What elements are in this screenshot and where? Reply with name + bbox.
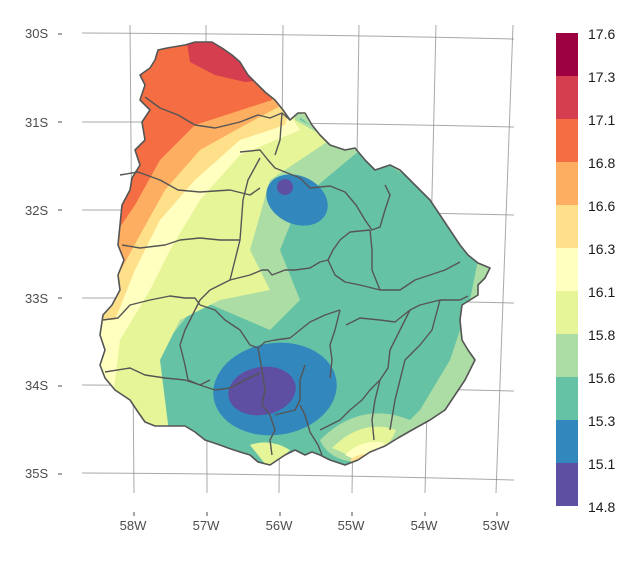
legend-label: 15.3	[588, 413, 615, 429]
y-tick-31s: 31S	[25, 115, 48, 130]
y-tick-33s: 33S	[25, 291, 48, 306]
legend-band-8	[556, 334, 578, 377]
y-tick-35s: 35S	[25, 466, 48, 481]
legend-label: 17.6	[588, 26, 615, 42]
legend-colorbar: 17.6 17.3 17.1 16.8 16.6 16.3 16.1 15.8 …	[556, 26, 615, 515]
legend-label: 16.8	[588, 155, 615, 171]
legend-band-4	[556, 162, 578, 205]
legend-label: 16.1	[588, 284, 615, 300]
legend-band-11	[556, 463, 578, 506]
y-tick-34s: 34S	[25, 378, 48, 393]
legend-label: 16.6	[588, 198, 615, 214]
y-tick-30s: 30S	[25, 26, 48, 41]
y-axis: 30S 31S 32S 33S 34S 35S	[25, 26, 62, 481]
x-tick-58w: 58W	[120, 518, 147, 533]
x-tick-54w: 54W	[411, 518, 438, 533]
department-borders	[102, 96, 469, 456]
legend-band-1	[556, 33, 578, 76]
contour-fill	[100, 42, 490, 465]
legend-band-6	[556, 248, 578, 291]
x-axis: 58W 57W 56W 55W 54W 53W	[120, 512, 510, 533]
x-tick-57w: 57W	[193, 518, 220, 533]
x-tick-55w: 55W	[338, 518, 365, 533]
y-tick-32s: 32S	[25, 203, 48, 218]
legend-band-9	[556, 377, 578, 420]
x-tick-53w: 53W	[483, 518, 510, 533]
legend-band-10	[556, 420, 578, 463]
legend-label: 15.6	[588, 370, 615, 386]
legend-label: 14.8	[588, 499, 615, 515]
legend-band-3	[556, 119, 578, 162]
legend-label: 16.3	[588, 241, 615, 257]
legend-label: 17.1	[588, 112, 615, 128]
legend-band-2	[556, 76, 578, 119]
x-tick-56w: 56W	[266, 518, 293, 533]
legend-label: 15.1	[588, 456, 615, 472]
legend-band-7	[556, 291, 578, 334]
legend-label: 15.8	[588, 327, 615, 343]
legend-label: 17.3	[588, 69, 615, 85]
legend-band-5	[556, 205, 578, 248]
